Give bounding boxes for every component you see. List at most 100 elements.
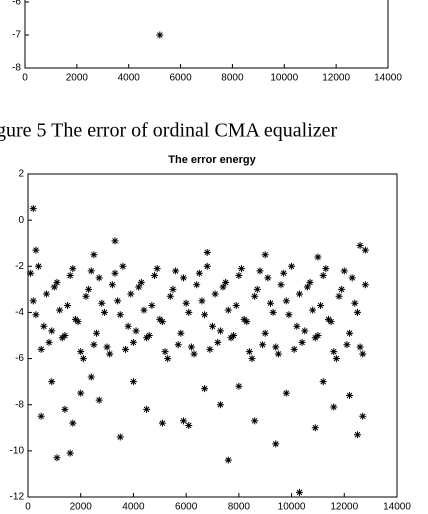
point	[327, 318, 335, 326]
y-tick-label: -8	[12, 63, 21, 74]
point	[356, 242, 364, 250]
point	[69, 265, 77, 273]
point	[272, 343, 280, 351]
point	[71, 315, 79, 323]
x-tick-label: 14000	[374, 73, 402, 84]
point	[74, 318, 82, 326]
x-tick-label: 2000	[70, 502, 93, 513]
point	[148, 302, 156, 310]
point	[45, 338, 53, 346]
point	[180, 274, 188, 282]
point	[343, 341, 351, 349]
point	[253, 285, 261, 293]
point	[243, 318, 251, 326]
point	[309, 306, 317, 314]
point	[359, 412, 367, 420]
point	[209, 322, 216, 330]
point	[64, 302, 72, 310]
point	[261, 251, 269, 259]
point	[319, 272, 327, 280]
point	[295, 488, 303, 496]
point	[164, 355, 172, 363]
point	[280, 269, 288, 277]
point	[361, 246, 369, 254]
point	[237, 265, 245, 273]
point	[108, 281, 116, 289]
point	[235, 382, 243, 390]
point	[135, 283, 143, 291]
point	[90, 341, 98, 349]
point	[153, 265, 161, 273]
point	[151, 272, 159, 280]
point	[48, 378, 56, 386]
point	[95, 274, 103, 282]
point	[32, 246, 40, 254]
point	[240, 315, 248, 323]
point	[203, 248, 211, 256]
point	[311, 334, 319, 342]
point	[137, 278, 145, 286]
point	[203, 262, 211, 270]
point	[201, 311, 209, 319]
chart-title: The error energy	[168, 154, 256, 166]
point	[361, 281, 369, 289]
point	[40, 322, 48, 330]
point	[272, 440, 280, 448]
point	[190, 350, 198, 358]
x-tick-label: 4000	[122, 502, 145, 513]
point	[87, 373, 95, 381]
point	[145, 332, 153, 339]
point	[303, 283, 311, 291]
point	[264, 274, 272, 282]
point	[156, 31, 164, 39]
point	[185, 421, 193, 429]
point	[66, 449, 74, 457]
point	[61, 332, 69, 339]
point	[48, 327, 56, 335]
y-tick-label: -10	[10, 445, 25, 456]
point	[185, 308, 193, 316]
point	[77, 348, 85, 356]
y-tick-label: -6	[12, 0, 21, 8]
point	[219, 283, 227, 291]
point	[111, 269, 119, 277]
point	[143, 405, 151, 413]
y-tick-label: -4	[15, 307, 24, 318]
point	[193, 281, 201, 289]
point	[42, 290, 50, 298]
point	[119, 262, 127, 270]
point	[311, 424, 319, 432]
point	[211, 290, 219, 298]
point	[282, 297, 290, 305]
x-tick-label: 2000	[66, 73, 89, 84]
point	[224, 456, 232, 464]
point	[295, 290, 303, 298]
x-tick-label: 12000	[322, 73, 350, 84]
point	[95, 396, 103, 404]
point	[235, 272, 243, 280]
point	[90, 251, 98, 259]
point	[69, 419, 77, 427]
point	[37, 345, 45, 353]
point	[100, 308, 108, 316]
point	[322, 265, 330, 273]
point	[317, 302, 325, 310]
point	[330, 348, 338, 356]
point	[346, 329, 354, 337]
point	[37, 412, 45, 420]
point	[187, 343, 195, 351]
point	[98, 299, 106, 307]
point	[298, 338, 306, 346]
point	[116, 433, 124, 441]
point	[140, 306, 148, 314]
x-tick-label: 12000	[330, 502, 358, 513]
point	[293, 322, 301, 330]
point	[351, 299, 359, 307]
point	[338, 285, 346, 293]
point	[29, 297, 37, 305]
point	[32, 311, 40, 319]
point	[158, 419, 166, 427]
point	[206, 345, 214, 353]
point	[259, 341, 267, 349]
